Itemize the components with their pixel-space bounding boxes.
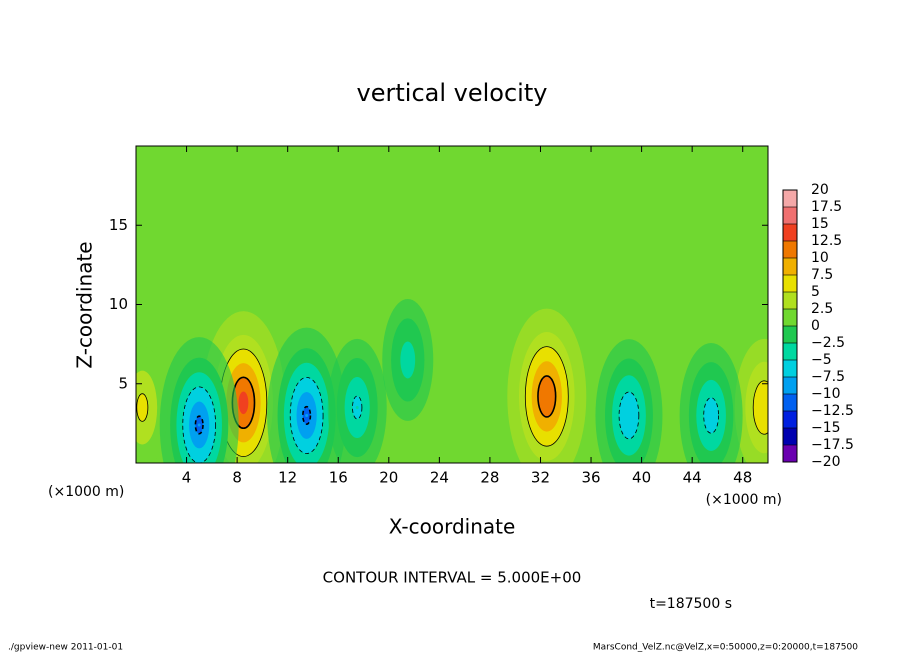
- y-tick-label: 10: [109, 295, 128, 313]
- x-tick-label: 36: [581, 469, 600, 487]
- colorbar-band: [783, 360, 797, 377]
- colorbar-band: [783, 190, 797, 207]
- y-tick-label: 5: [118, 374, 128, 392]
- feature-center: [197, 423, 201, 427]
- x-tick-label: 32: [531, 469, 550, 487]
- colorbar-label: −12.5: [811, 403, 854, 419]
- colorbar-label: 12.5: [811, 233, 842, 249]
- x-axis-label: X-coordinate: [389, 515, 516, 539]
- feature-center: [241, 401, 245, 405]
- feature-center: [762, 406, 766, 410]
- colorbar-band: [783, 224, 797, 241]
- feature-center: [406, 358, 410, 362]
- colorbar-band: [783, 309, 797, 326]
- colorbar-label: 17.5: [811, 199, 842, 215]
- time-label: t=187500 s: [650, 596, 732, 612]
- x-unit: (×1000 m): [706, 492, 782, 508]
- x-tick-label: 4: [182, 469, 192, 487]
- x-tick-label: 8: [232, 469, 242, 487]
- feature-center: [140, 406, 144, 410]
- colorbar-band: [783, 428, 797, 445]
- footer-left: ./gpview-new 2011-01-01: [8, 643, 123, 653]
- colorbar-band: [783, 258, 797, 275]
- field-level: [752, 380, 768, 435]
- colorbar-label: −10: [811, 386, 841, 402]
- axes: 4 8 12 16 20 24 28 32 36 40 44 4851015−20−17.5−15−1…: [109, 145, 854, 487]
- x-tick-label: 48: [733, 469, 752, 487]
- colorbar-label: −5: [811, 352, 832, 368]
- y-unit: (×1000 m): [48, 484, 124, 500]
- colorbar-label: −15: [811, 420, 841, 436]
- feature-center: [355, 406, 359, 410]
- contour-interval: CONTOUR INTERVAL = 5.000E+00: [323, 569, 582, 587]
- chart-title: vertical velocity: [357, 79, 548, 107]
- plot-area: [136, 146, 768, 463]
- colorbar-label: 20: [811, 182, 829, 198]
- x-tick-label: 40: [632, 469, 651, 487]
- x-tick-label: 24: [430, 469, 449, 487]
- colorbar-label: 0: [811, 318, 820, 334]
- colorbar-band: [783, 377, 797, 394]
- feature-center: [709, 413, 713, 417]
- colorbar-label: −20: [811, 454, 841, 470]
- y-tick-label: 15: [109, 216, 128, 234]
- colorbar-label: 2.5: [811, 301, 833, 317]
- colorbar-band: [783, 411, 797, 428]
- colorbar-label: −2.5: [811, 335, 845, 351]
- colorbar-label: 10: [811, 250, 829, 266]
- x-tick-label: 28: [480, 469, 499, 487]
- colorbar-band: [783, 241, 797, 258]
- x-tick-label: 16: [329, 469, 348, 487]
- colorbar-label: 7.5: [811, 267, 833, 283]
- x-tick-label: 20: [379, 469, 398, 487]
- feature-center: [305, 413, 309, 417]
- colorbar-band: [783, 394, 797, 411]
- colorbar-label: 5: [811, 284, 820, 300]
- colorbar-label: −7.5: [811, 369, 845, 385]
- colorbar-band: [783, 445, 797, 462]
- colorbar-band: [783, 275, 797, 292]
- footer-right: MarsCond_VelZ.nc@VelZ,x=0:50000,z=0:2000…: [593, 643, 858, 653]
- feature-center: [545, 394, 549, 398]
- colorbar-label: 15: [811, 216, 829, 232]
- colorbar-band: [783, 207, 797, 224]
- y-axis-label: Z-coordinate: [73, 241, 97, 368]
- x-tick-label: 44: [683, 469, 702, 487]
- colorbar-band: [783, 292, 797, 309]
- feature-center: [627, 413, 631, 417]
- x-tick-label: 12: [278, 469, 297, 487]
- colorbar-band: [783, 343, 797, 360]
- colorbar-label: −17.5: [811, 437, 854, 453]
- colorbar-band: [783, 326, 797, 343]
